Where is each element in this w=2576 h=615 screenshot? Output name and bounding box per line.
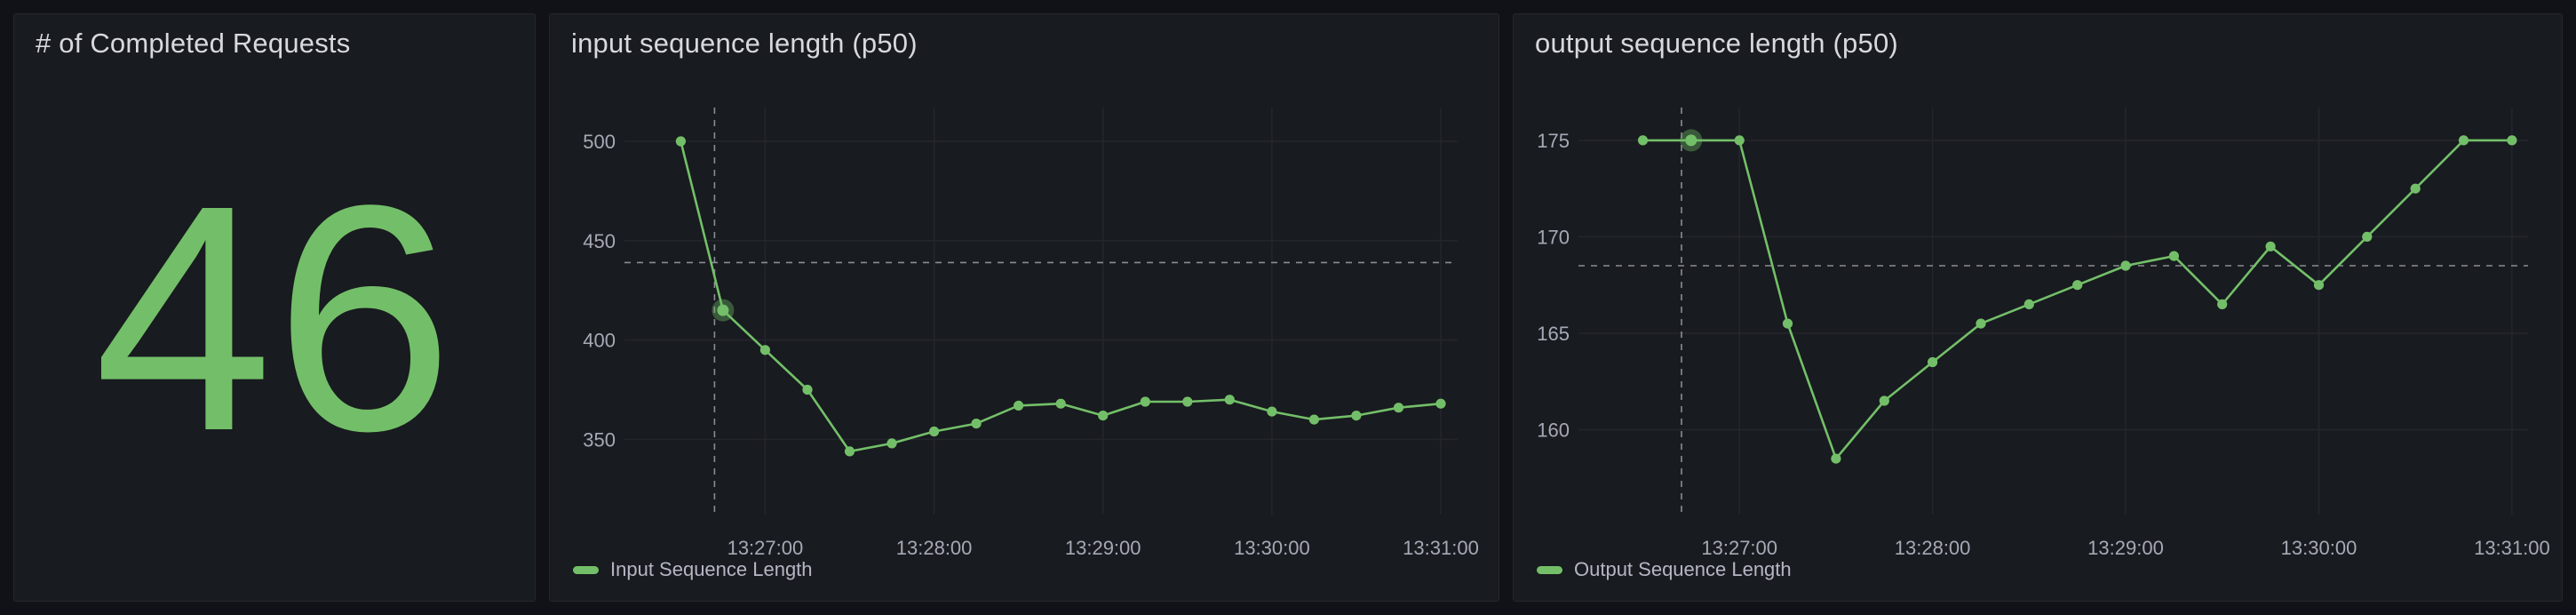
legend-output[interactable]: Output Sequence Length: [1537, 558, 1792, 581]
svg-text:13:30:00: 13:30:00: [2281, 537, 2357, 559]
svg-text:175: 175: [1537, 130, 1570, 152]
panel-completed-requests: # of Completed Requests 46: [13, 13, 536, 602]
svg-text:13:30:00: 13:30:00: [1234, 537, 1310, 559]
svg-text:13:28:00: 13:28:00: [896, 537, 973, 559]
legend-label[interactable]: Output Sequence Length: [1574, 558, 1792, 580]
svg-text:13:28:00: 13:28:00: [1895, 537, 1971, 559]
svg-text:13:31:00: 13:31:00: [1403, 537, 1479, 559]
svg-text:170: 170: [1537, 226, 1570, 248]
svg-text:13:27:00: 13:27:00: [727, 537, 804, 559]
panel-title-completed-requests[interactable]: # of Completed Requests: [36, 28, 351, 59]
input-sequence-length-chart[interactable]: 350 400 450 500 13:27:00 13:28:00 13:29:00 13:3…: [550, 14, 1500, 603]
svg-text:350: 350: [583, 428, 616, 451]
panel-title-input-sequence-length[interactable]: input sequence length (p50): [571, 28, 918, 59]
panel-title-output-sequence-length[interactable]: output sequence length (p50): [1535, 28, 1898, 59]
svg-text:400: 400: [583, 330, 616, 352]
legend-input[interactable]: Input Sequence Length: [573, 558, 813, 581]
svg-text:450: 450: [583, 230, 616, 252]
panel-output-sequence-length: output sequence length (p50) 160 165 170 17…: [1513, 13, 2563, 602]
svg-text:13:31:00: 13:31:00: [2474, 537, 2550, 559]
stat-value: 46: [93, 138, 456, 498]
svg-text:13:29:00: 13:29:00: [2087, 537, 2164, 559]
panel-input-sequence-length: input sequence length (p50) 350 400 450 500…: [549, 13, 1499, 602]
svg-text:13:27:00: 13:27:00: [1701, 537, 1777, 559]
svg-text:160: 160: [1537, 419, 1570, 442]
svg-text:500: 500: [583, 131, 616, 153]
legend-marker: [1537, 565, 1562, 574]
legend-marker: [573, 565, 599, 574]
output-sequence-length-chart[interactable]: 160 165 170 175 13:27:00 13:28:00 13:29:00 13:3…: [1514, 14, 2564, 603]
legend-label[interactable]: Input Sequence Length: [610, 558, 813, 580]
svg-text:165: 165: [1537, 323, 1570, 345]
svg-text:13:29:00: 13:29:00: [1065, 537, 1141, 559]
